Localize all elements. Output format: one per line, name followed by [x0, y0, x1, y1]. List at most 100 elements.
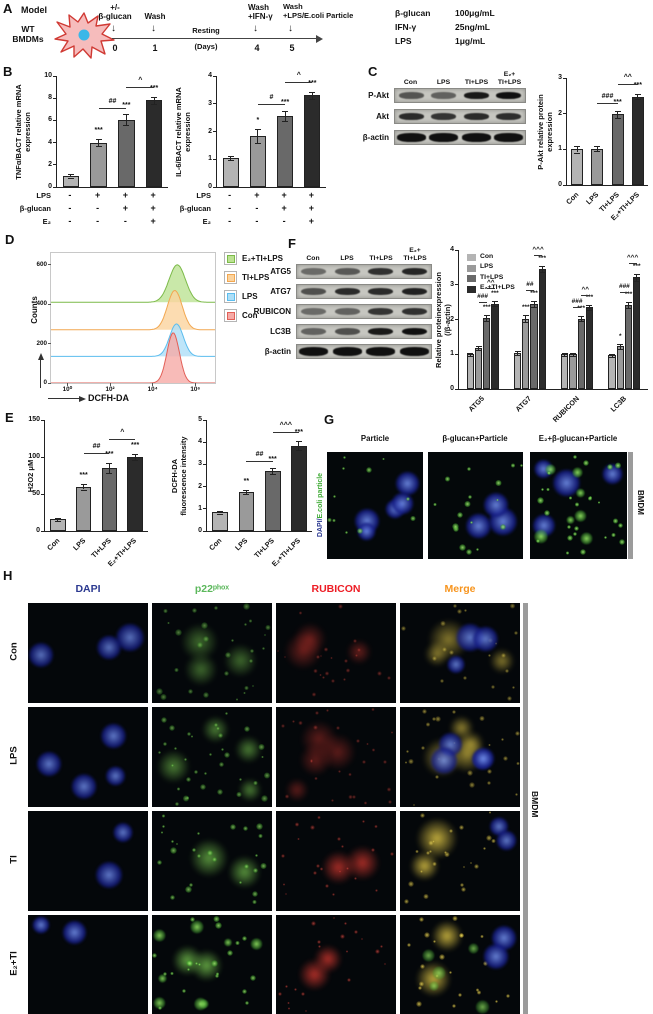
y-axis-arrow [40, 360, 42, 388]
y-tick-label: 0 [36, 527, 40, 534]
rdot-blob [297, 837, 300, 841]
ydot-blob [461, 887, 466, 892]
error-bar-cap [132, 460, 139, 461]
gdot-blob [243, 622, 247, 626]
ydot-blob [462, 676, 467, 681]
rdot-blob [315, 711, 319, 716]
legend-swatch-color [226, 273, 235, 282]
rdot-blob [310, 760, 313, 763]
ydot-blob [516, 761, 520, 766]
blot-row-label: β-actin [362, 133, 389, 142]
timeline-event-top: Wash [283, 2, 303, 11]
flow-plot-area: 0 200 400 600 10⁰ 10² 10⁴ 10⁶ [36, 252, 216, 393]
ydot-blob [476, 990, 482, 995]
gdot-blob [262, 647, 265, 650]
x-label: LPS [70, 536, 87, 553]
rdot-blob [314, 776, 318, 781]
gdot-blob [243, 863, 250, 869]
gdot-blob [199, 783, 207, 791]
y-tick [213, 103, 217, 105]
matrix-row-label: E₂ [42, 217, 51, 226]
h-micro-image [276, 707, 396, 807]
gdot-blob [243, 825, 249, 832]
gdot-blob [210, 960, 218, 967]
sig-label: *** [577, 304, 585, 312]
error-bar-cap [227, 155, 234, 157]
error-bar-cap [123, 114, 130, 116]
error-bar [478, 346, 479, 351]
error-bar [533, 301, 535, 307]
sig-label: *** [268, 456, 277, 464]
y-tick-label: 0 [43, 379, 47, 386]
gdot-blob [456, 512, 463, 519]
matrix-row-label: LPS [196, 191, 211, 200]
error-bar [494, 301, 496, 307]
gdot-blob [256, 823, 264, 830]
legend-swatch [467, 275, 476, 282]
down-arrow-icon: ↓ [111, 23, 116, 34]
gblob-blob [422, 949, 436, 963]
rcell-blob [281, 775, 312, 806]
error-bar [628, 301, 629, 309]
gdot-blob [214, 922, 222, 929]
gdot-blob [258, 833, 263, 839]
gdot-blob [158, 1006, 162, 1010]
y-tick [41, 493, 45, 495]
error-bar-cap [586, 310, 593, 312]
panel-label-a: A [3, 1, 13, 16]
error-bar-cap [609, 353, 616, 355]
rdot-blob [292, 719, 296, 723]
error-bar [298, 441, 300, 450]
gdot-blob [248, 619, 253, 623]
lane-header: E₂+ TI+LPS [391, 238, 439, 262]
error-bar-cap [609, 357, 616, 358]
ydot-blob [404, 761, 408, 764]
g-side-label-dapi: DAPI/ [317, 518, 324, 538]
g-side-label-ecoli: E.coli particle [317, 472, 324, 519]
gblob-blob [153, 996, 166, 1010]
ydot-blob [460, 883, 464, 887]
sig-label: *** [530, 290, 538, 298]
blot-band [461, 133, 491, 142]
error-bar-cap [475, 350, 482, 352]
y-tick [563, 113, 567, 115]
cell-type-line2: BMDMs [12, 33, 44, 44]
blot-band [301, 327, 327, 335]
x-tick [109, 383, 111, 386]
error-bar-cap [467, 352, 474, 354]
ycell-blob [410, 955, 457, 1002]
y-tick-label: 10 [44, 72, 52, 79]
gdot-blob [357, 528, 364, 534]
sig-label: *** [308, 80, 317, 88]
legend-swatch [467, 254, 476, 261]
g-column-title-2: E₂+β-glucan+Particle [538, 434, 618, 443]
dose-value: 1μg/mL [455, 36, 486, 46]
down-arrow-icon: ↓ [288, 23, 293, 34]
error-bar-cap [106, 473, 113, 475]
matrix-sign: - [123, 216, 127, 226]
ydot-blob [420, 964, 425, 969]
gdot-blob [252, 891, 258, 898]
error-bar-cap [95, 145, 102, 147]
gdot-blob [235, 940, 240, 946]
error-bar [564, 352, 566, 356]
panel-g: Particle β-glucan+Particle E₂+β-glucan+P… [317, 406, 653, 572]
sig-label: *** [482, 304, 491, 311]
rdot-blob [361, 760, 366, 764]
error-bar [57, 517, 59, 521]
y-tick-label: 100 [28, 453, 40, 460]
sig-bracket-label: ^ [120, 429, 125, 437]
gdot-blob [458, 544, 466, 551]
matrix-sign: - [68, 216, 72, 226]
error-bar [257, 128, 259, 143]
gblob-blob [575, 488, 586, 498]
gdot-blob [541, 487, 545, 491]
sig-bracket [620, 291, 629, 293]
matrix-sign: + [281, 190, 287, 200]
ydot-blob [509, 603, 515, 609]
error-bar-cap [254, 128, 261, 130]
rdot-blob [384, 963, 387, 966]
y-tick [48, 264, 51, 266]
nuc-blob [105, 765, 127, 787]
